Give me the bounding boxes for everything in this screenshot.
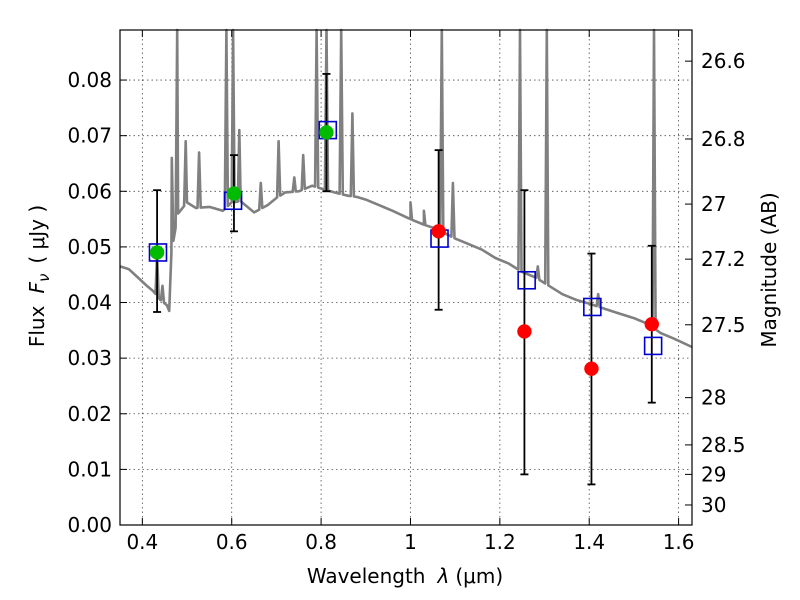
x-tick-label: 0.4 — [126, 530, 158, 554]
y-tick-label: 0.05 — [67, 235, 112, 259]
y-tick-label: 0.06 — [67, 179, 112, 203]
model-photometry-point — [643, 336, 663, 356]
y-axis-subscript: ν — [35, 274, 53, 282]
x-tick-label: 1 — [404, 530, 417, 554]
x-tick-label: 1.2 — [484, 530, 516, 554]
magnitude-tick-label: 28 — [701, 386, 726, 410]
observed-point — [319, 125, 334, 140]
plot-frame — [119, 29, 693, 526]
x-axis-ticks: 0.4 0.6 0.8 1 1.2 1.4 1.6 — [126, 30, 695, 554]
observed-point — [149, 245, 165, 260]
x-tick-label: 1.6 — [663, 530, 695, 554]
sed-spectrum — [119, 28, 693, 349]
magnitude-tick-label: 29 — [701, 462, 726, 486]
y-axis-label: Flux — [25, 305, 49, 347]
y-tick-label: 0.03 — [67, 346, 112, 370]
y-axis-title: Flux Fν ( μJy ) — [25, 205, 53, 347]
y-tick-label: 0.07 — [67, 124, 112, 148]
observed-point — [226, 186, 242, 201]
x-axis-unit: (μm) — [455, 564, 503, 588]
magnitude-tick-label: 28.5 — [701, 433, 746, 457]
observed-point — [431, 224, 446, 239]
magnitude-tick-label: 27.2 — [701, 247, 746, 271]
observed-photometry — [149, 125, 660, 376]
y-tick-label: 0.00 — [67, 513, 112, 537]
magnitude-axis-ticks: 26.6 26.8 27 27.2 27.5 28 28.5 29 30 — [685, 49, 746, 517]
model-photometry-point — [517, 270, 536, 290]
grid — [120, 30, 692, 526]
x-axis-title: Wavelength λ (μm) — [307, 564, 503, 588]
magnitude-tick-label: 27 — [701, 192, 726, 216]
x-axis-label: Wavelength — [307, 564, 426, 588]
observed-point — [644, 316, 660, 332]
magnitude-axis-title: Magnitude (AB) — [757, 192, 781, 347]
y-tick-label: 0.08 — [67, 68, 112, 92]
model-photometry-point — [148, 243, 168, 262]
magnitude-tick-label: 26.8 — [701, 127, 746, 151]
x-tick-label: 0.8 — [305, 530, 337, 554]
x-axis-symbol: λ — [437, 564, 450, 588]
y-axis-unit: ( μJy ) — [25, 205, 49, 264]
observed-point — [517, 324, 532, 339]
sed-line — [119, 28, 693, 349]
magnitude-tick-label: 27.5 — [701, 313, 746, 337]
y-tick-label: 0.04 — [67, 291, 112, 315]
y-axis-symbol: F — [25, 282, 49, 294]
y-tick-label: 0.02 — [67, 402, 112, 426]
observed-point — [584, 361, 599, 376]
magnitude-tick-label: 26.6 — [701, 49, 746, 73]
y-tick-label: 0.01 — [67, 457, 112, 481]
x-tick-label: 1.4 — [573, 530, 605, 554]
magnitude-tick-label: 30 — [701, 493, 726, 517]
y-axis-ticks: 0.00 0.01 0.02 0.03 0.04 0.05 0.06 0.07 0.08 — [67, 68, 127, 537]
x-tick-label: 0.6 — [216, 530, 248, 554]
model-photometry-point — [583, 297, 602, 317]
